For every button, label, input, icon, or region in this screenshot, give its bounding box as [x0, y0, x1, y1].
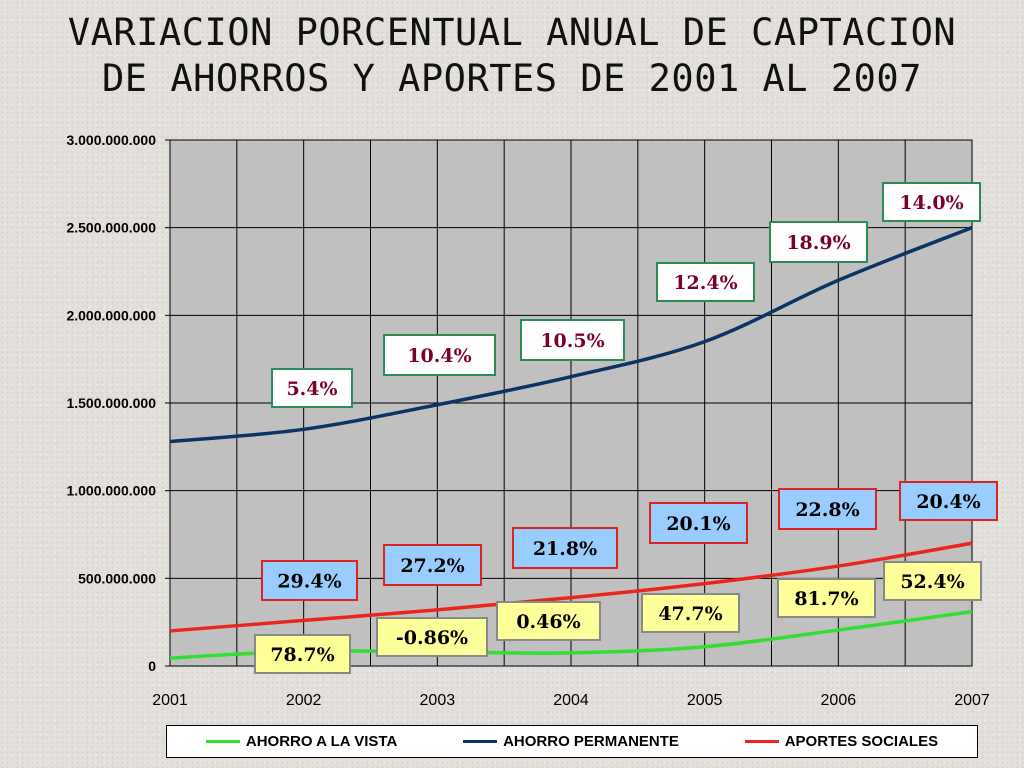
- chart-title-line-1: VARIACION PORCENTUAL ANUAL DE CAPTACION: [67, 11, 957, 54]
- annotation-ahorro-a-la-vista-box: [777, 578, 876, 618]
- annotation-aportes-sociales-label: 21.8%: [533, 538, 597, 560]
- legend-item-ahorro-permanente: AHORRO PERMANENTE: [463, 733, 679, 750]
- chart-title: VARIACION PORCENTUAL ANUAL DE CAPTACION …: [0, 10, 1024, 102]
- annotation-aportes-sociales-box: [261, 560, 358, 601]
- annotation-ahorro-a-la-vista-box: [496, 601, 601, 641]
- annotation-aportes-sociales-box: [778, 488, 877, 530]
- annotation-ahorro-permanente-box: [271, 368, 353, 408]
- annotation-ahorro-a-la-vista-label: 78.7%: [270, 644, 334, 666]
- annotation-ahorro-a-la-vista-label: 81.7%: [794, 588, 858, 610]
- legend-swatch: [463, 740, 498, 743]
- y-tick-label: 1.500.000.000: [66, 395, 156, 411]
- x-tick-label: 2004: [553, 692, 589, 709]
- annotation-aportes-sociales-label: 22.8%: [795, 499, 859, 521]
- annotation-ahorro-permanente-box: [882, 182, 981, 222]
- annotation-ahorro-permanente-box: [383, 334, 496, 376]
- annotation-ahorro-a-la-vista-box: [883, 561, 982, 601]
- annotation-aportes-sociales-label: 20.4%: [916, 491, 980, 513]
- annotation-ahorro-permanente-label: 5.4%: [286, 378, 337, 400]
- y-tick-label: 1.000.000.000: [66, 483, 156, 499]
- annotation-ahorro-permanente-label: 10.4%: [407, 345, 471, 367]
- chart-title-line-2: DE AHORROS Y APORTES DE 2001 AL 2007: [102, 57, 922, 100]
- x-tick-label: 2003: [420, 692, 456, 709]
- annotation-ahorro-a-la-vista-label: 47.7%: [658, 603, 722, 625]
- annotation-aportes-sociales-box: [649, 502, 748, 544]
- annotation-ahorro-permanente-box: [769, 221, 868, 263]
- legend-swatch: [744, 740, 779, 743]
- annotation-aportes-sociales-box: [383, 544, 482, 586]
- annotation-ahorro-a-la-vista-label: 0.46%: [516, 611, 580, 633]
- annotation-ahorro-a-la-vista-label: -0.86%: [396, 627, 468, 649]
- annotation-ahorro-a-la-vista-box: [641, 593, 740, 633]
- annotation-ahorro-permanente-label: 10.5%: [540, 330, 604, 352]
- annotation-aportes-sociales-box: [512, 527, 618, 569]
- y-tick-label: 2.000.000.000: [66, 307, 156, 323]
- legend-item-ahorro-a-la-vista: AHORRO A LA VISTA: [205, 733, 398, 750]
- legend-swatch: [205, 740, 240, 743]
- annotation-ahorro-permanente-box: [520, 319, 625, 361]
- annotation-ahorro-a-la-vista-box: [376, 617, 488, 657]
- series-line-aportes-sociales: [169, 541, 973, 633]
- x-tick-label: 2002: [286, 692, 322, 709]
- annotation-ahorro-permanente-label: 12.4%: [673, 272, 737, 294]
- annotation-ahorro-a-la-vista-box: [254, 634, 351, 674]
- y-tick-label: 3.000.000.000: [66, 132, 156, 148]
- y-tick-label: 0: [148, 658, 156, 674]
- series-line-ahorro-permanente: [169, 226, 973, 444]
- legend-label: AHORRO A LA VISTA: [245, 733, 398, 750]
- annotation-ahorro-permanente-box: [656, 262, 755, 302]
- chart-legend: AHORRO A LA VISTA AHORRO PERMANENTE APOR…: [166, 725, 978, 758]
- annotation-ahorro-permanente-label: 14.0%: [899, 192, 963, 214]
- x-tick-label: 2005: [687, 692, 723, 709]
- y-tick-label: 500.000.000: [78, 570, 156, 586]
- annotation-aportes-sociales-label: 27.2%: [400, 555, 464, 577]
- legend-label: AHORRO PERMANENTE: [503, 733, 679, 750]
- annotation-aportes-sociales-box: [899, 481, 998, 521]
- x-tick-label: 2006: [821, 692, 857, 709]
- x-tick-label: 2007: [954, 692, 990, 709]
- annotation-ahorro-permanente-label: 18.9%: [786, 232, 850, 254]
- annotation-aportes-sociales-label: 29.4%: [277, 571, 341, 593]
- y-tick-label: 2.500.000.000: [66, 220, 156, 236]
- annotation-aportes-sociales-label: 20.1%: [666, 513, 730, 535]
- x-tick-label: 2001: [152, 692, 188, 709]
- legend-item-aportes-sociales: APORTES SOCIALES: [744, 733, 939, 750]
- annotation-ahorro-a-la-vista-label: 52.4%: [900, 571, 964, 593]
- legend-label: APORTES SOCIALES: [784, 733, 939, 750]
